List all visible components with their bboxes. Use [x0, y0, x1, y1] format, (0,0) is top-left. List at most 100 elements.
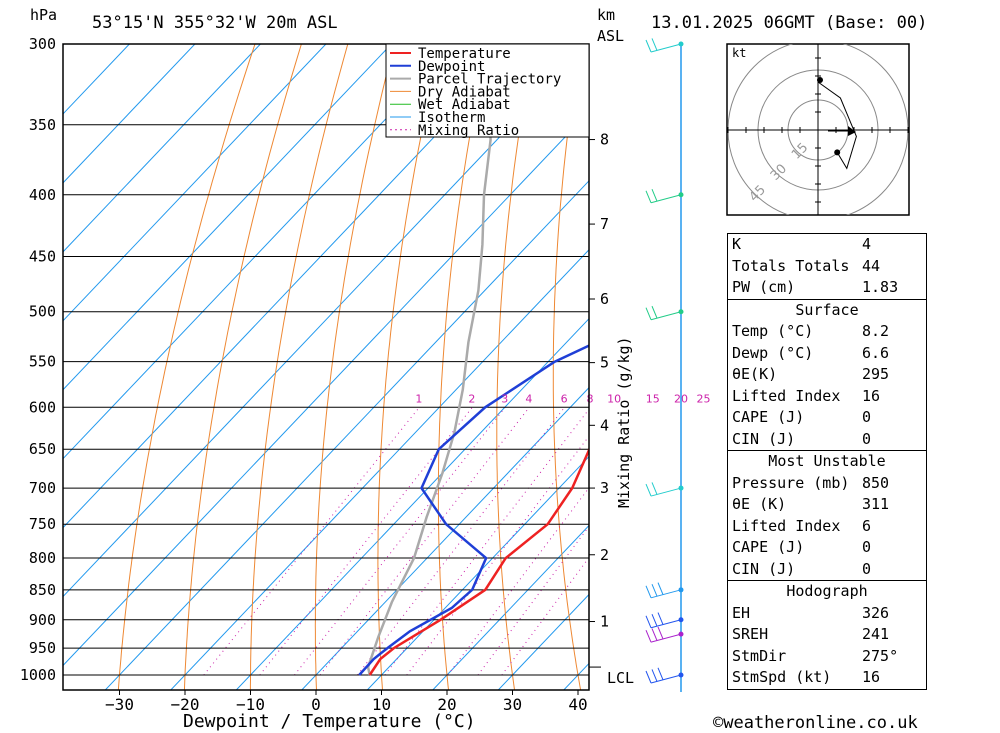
wind-barb-flag [645, 629, 652, 643]
most-unstable-value: 850 [862, 473, 890, 492]
hodograph-stat-row: SREH 241 [728, 624, 926, 646]
pressure-tick-label: 300 [29, 35, 56, 53]
wind-barb-flag [645, 585, 652, 599]
hodograph-stat-row: EH 326 [728, 603, 926, 625]
isotherm-line [63, 44, 524, 529]
wind-barb-flag [657, 626, 664, 640]
surface-row: Temp (°C) 8.2 [728, 321, 926, 343]
legend-entry: Mixing Ratio [418, 123, 519, 139]
hodograph-stat-row: StmDir 275° [728, 646, 926, 668]
copyright: ©weatheronline.co.uk [713, 713, 918, 733]
wind-barb-flag [645, 483, 652, 497]
pressure-tick-label: 550 [29, 353, 56, 371]
isotherm-line [63, 44, 589, 598]
wind-barb-staff [650, 311, 682, 321]
isotherm-line [63, 111, 589, 667]
surface-box: Surface Temp (°C) 8.2 Dewp (°C) 6.6 θE(K) 295… [727, 299, 927, 451]
most-unstable-label: Lifted Index [732, 516, 841, 535]
x-tick-label: 10 [372, 695, 391, 714]
mixing-ratio-tick-label: 8 [586, 392, 593, 405]
indices-box: K 4 Totals Totals 44 PW (cm) 1.83 [727, 233, 927, 300]
legend-entry: Parcel Trajectory [418, 72, 561, 88]
wind-barb-staff [650, 589, 682, 599]
wind-barbs [645, 38, 684, 692]
mixing-ratio-line [319, 406, 530, 676]
most-unstable-box: Most Unstable Pressure (mb) 850 θE (K) 311 L… [727, 451, 927, 581]
km-tick-label: 2 [600, 546, 609, 564]
mixing-ratio-tick-label: 3 [501, 392, 508, 405]
series-dewpoint [358, 344, 589, 676]
index-label: Totals Totals [732, 256, 850, 275]
most-unstable-row: Lifted Index 6 [728, 516, 926, 538]
mixing-ratio-line [501, 556, 589, 676]
surface-label: Temp (°C) [732, 322, 814, 340]
km-tick-label: 8 [600, 131, 609, 149]
hodograph-stat-row: StmSpd (kt) 16 [728, 667, 926, 689]
wind-barb-staff [650, 674, 682, 684]
wind-barb-staff [650, 487, 682, 497]
mixing-ratio-line [406, 435, 589, 676]
hodograph-end-dot [834, 149, 841, 156]
lcl-label: LCL [607, 669, 634, 687]
km-tick-label: 6 [600, 290, 609, 308]
wind-barb-flag [645, 39, 652, 53]
most-unstable-label: Pressure (mb) [732, 473, 850, 492]
isotherm-line [63, 44, 196, 184]
dry-adiabat-line [314, 44, 395, 690]
wind-barb-staff [650, 194, 682, 204]
surface-value: 0 [862, 429, 872, 448]
dry-adiabat-line [951, 26, 1000, 700]
wind-barb-flag [657, 612, 664, 625]
surface-row: CIN (J) 0 [728, 429, 926, 451]
most-unstable-row: CAPE (J) 0 [728, 537, 926, 559]
hodograph-box: Hodograph EH 326 SREH 241 StmDir 275° StmSpd (… [727, 581, 927, 690]
pressure-tick-label: 600 [29, 398, 56, 416]
pressure-tick-label: 450 [29, 248, 56, 266]
pressure-tick-label: 900 [29, 611, 56, 629]
most-unstable-row: Pressure (mb) 850 [728, 473, 926, 495]
index-row: PW (cm) 1.83 [728, 277, 926, 299]
index-label: K [732, 235, 742, 253]
surface-label: CAPE (J) [732, 408, 805, 426]
wind-barb-flag [645, 307, 652, 320]
most-unstable-row: θE (K) 311 [728, 494, 926, 516]
isotherm-line [63, 44, 458, 460]
x-tick-label: −20 [171, 695, 200, 714]
pressure-tick-label: 350 [29, 116, 56, 134]
index-value: 44 [862, 256, 881, 275]
km-tick-label: 7 [600, 215, 609, 233]
mixing-ratio-tick-label: 4 [525, 392, 532, 405]
location-title: 53°15'N 355°32'W 20m ASL [92, 13, 338, 33]
most-unstable-label: CIN (J) [732, 559, 796, 578]
series-temperature [368, 447, 589, 676]
storm-motion-arrow [848, 126, 856, 136]
wind-barb-flag [645, 190, 652, 203]
hodograph-start-dot [817, 77, 823, 83]
hodograph-stat-value: 241 [862, 625, 890, 643]
mixing-ratio-tick-label: 1 [415, 392, 422, 405]
isotherm-line [366, 455, 589, 690]
dry-adiabat-line [249, 44, 349, 690]
wind-barb-flag [645, 615, 652, 628]
wind-barb-flag [651, 482, 658, 495]
most-unstable-label: θE (K) [732, 495, 787, 513]
dry-adiabat-line [997, 26, 1000, 700]
surface-value: 16 [862, 386, 881, 405]
wind-barb-flag [657, 582, 664, 595]
km-label: km [597, 6, 615, 24]
hodograph-unit: kt [732, 46, 746, 60]
mixing-ratio-tick-label: 10 [607, 392, 621, 405]
background-lines [63, 26, 1000, 700]
mixing-ratio-line [294, 406, 506, 676]
isotherm-line [301, 386, 589, 690]
legend-box [385, 43, 590, 138]
index-row: Totals Totals 44 [728, 256, 926, 278]
hodograph-title: Hodograph [786, 582, 868, 600]
wind-barb-flag [657, 667, 664, 680]
km-tick-label: 4 [600, 416, 609, 434]
